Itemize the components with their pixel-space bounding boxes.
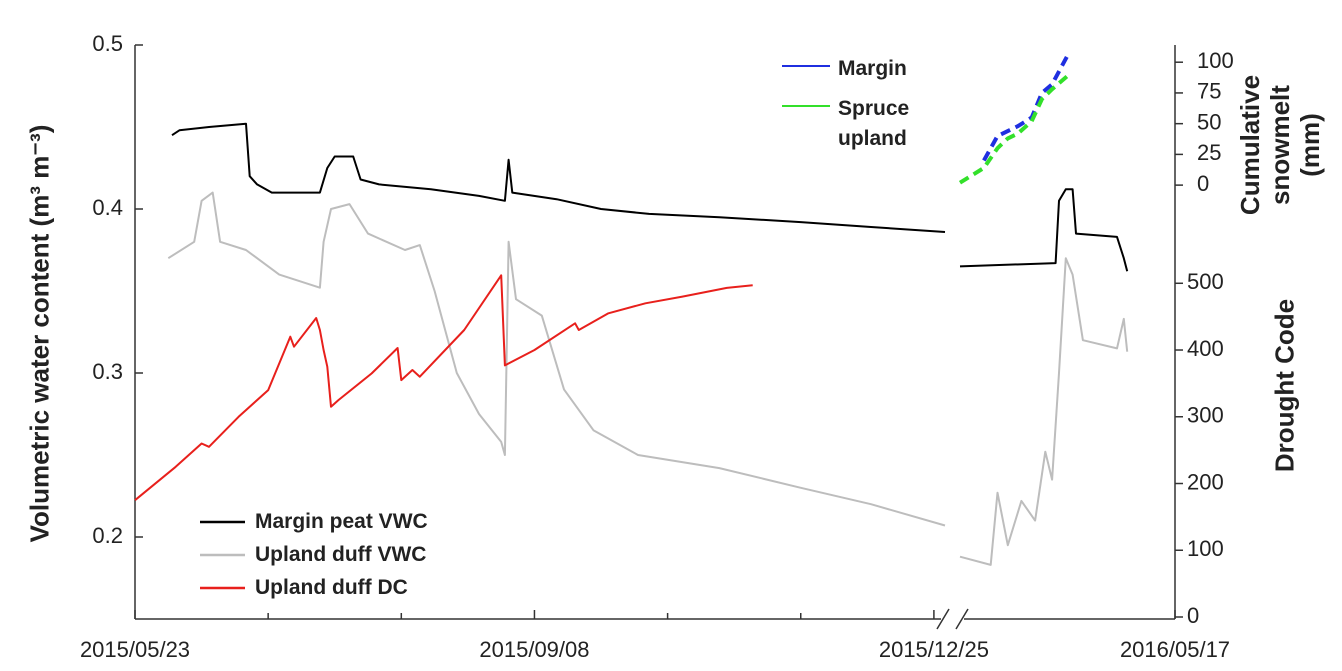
series-line <box>959 257 1129 566</box>
series-line <box>167 191 946 527</box>
axis-break <box>936 608 950 630</box>
y2-tick-label: 200 <box>1187 469 1224 494</box>
y3-axis-title: Cumulative snowmelt (mm) <box>1235 74 1325 216</box>
y3-tick-label: 25 <box>1197 140 1221 165</box>
x-tick-label: 2016/05/17 <box>1120 637 1230 662</box>
series-line <box>982 51 1071 162</box>
y2-tick-label: 400 <box>1187 336 1224 361</box>
y-axis-title: Volumetric water content (m³ m⁻³) <box>24 124 55 543</box>
y2-tick-label: 0 <box>1187 603 1199 628</box>
y3-tick-label: 75 <box>1197 79 1221 104</box>
y3-tick-label: 0 <box>1197 171 1209 196</box>
y2-tick-label: 300 <box>1187 403 1224 428</box>
legend-label: Spruce upland <box>838 97 910 150</box>
y-tick-label: 0.4 <box>92 195 123 220</box>
x-tick-label: 2015/05/23 <box>80 637 190 662</box>
legend-label: Upland duff DC <box>255 576 408 599</box>
y3-tick-label: 100 <box>1197 48 1234 73</box>
axis-break <box>955 608 969 630</box>
y-tick-label: 0.2 <box>92 523 123 548</box>
series-line <box>171 122 946 233</box>
y2-axis-title: Drought Code <box>1269 298 1300 473</box>
legend-label: Margin <box>838 57 907 80</box>
y3-tick-label: 50 <box>1197 109 1221 134</box>
series-line <box>958 72 1071 185</box>
y-tick-label: 0.5 <box>92 31 123 56</box>
y2-tick-label: 100 <box>1187 536 1224 561</box>
x-tick-label: 2015/12/25 <box>879 637 989 662</box>
legend-label: Upland duff VWC <box>255 543 427 566</box>
x-tick-label: 2015/09/08 <box>479 637 589 662</box>
series-line <box>134 274 753 501</box>
series-line <box>959 188 1129 272</box>
y-tick-label: 0.3 <box>92 359 123 384</box>
y2-tick-label: 500 <box>1187 269 1224 294</box>
legend-label: Margin peat VWC <box>255 510 428 533</box>
